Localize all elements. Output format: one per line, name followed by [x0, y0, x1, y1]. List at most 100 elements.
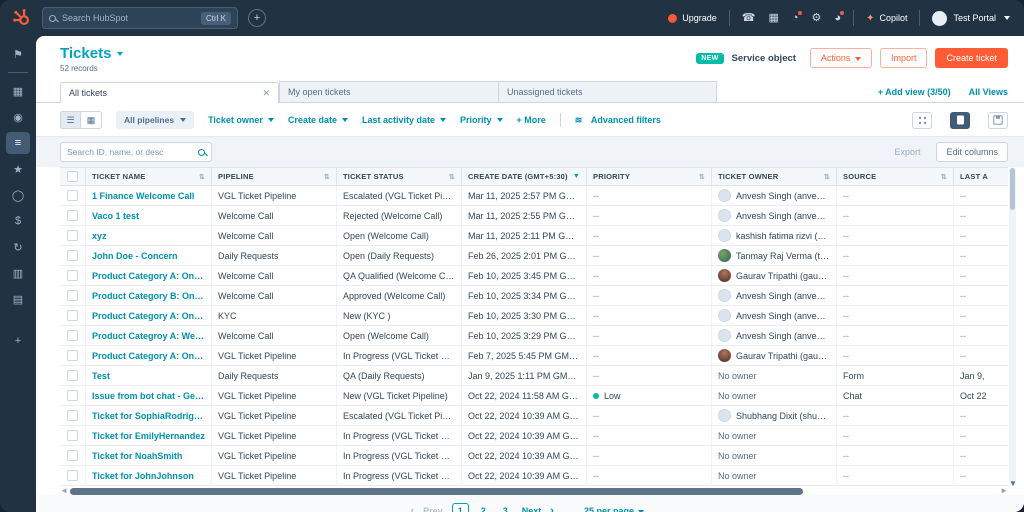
whats-new-icon[interactable]: ◔	[792, 9, 803, 24]
import-button[interactable]: Import	[879, 48, 928, 68]
view-tab-my-open-tickets[interactable]: My open tickets	[279, 81, 498, 102]
copilot-button[interactable]: ✦ Copilot	[866, 13, 907, 24]
object-type-selector[interactable]: Tickets	[60, 45, 124, 62]
table-row[interactable]: Ticket for SophiaRodriguez VGL Ticket Pi…	[60, 406, 1008, 426]
ticket-name-link[interactable]: Product Categroy A: Welco...	[92, 330, 205, 341]
ticket-name-link[interactable]: Product Category B: Onbo...	[92, 290, 205, 301]
scroll-right-arrow-icon[interactable]: ►	[1000, 486, 1008, 495]
page-button-1[interactable]: 1	[451, 503, 469, 512]
next-chevron-icon[interactable]: ›	[550, 505, 554, 512]
global-add-button[interactable]: +	[248, 9, 266, 27]
board-view-button[interactable]: ▦	[81, 111, 102, 129]
row-checkbox[interactable]	[67, 210, 78, 221]
ticket-name-link[interactable]: Vaco 1 test	[92, 210, 140, 221]
page-button-2[interactable]: 2	[480, 506, 486, 512]
select-all-checkbox[interactable]	[67, 171, 78, 182]
marketplace-icon[interactable]: ▦	[768, 11, 779, 24]
nav-commerce-icon[interactable]: $	[14, 215, 22, 227]
sort-icon[interactable]: ⇅	[448, 173, 455, 181]
scroll-left-arrow-icon[interactable]: ◄	[60, 486, 68, 495]
global-search-input[interactable]: Search HubSpot Ctrl K	[42, 7, 238, 29]
upgrade-button[interactable]: Upgrade	[668, 13, 717, 23]
table-row[interactable]: Product Category A: Onbo... Welcome Call…	[60, 266, 1008, 286]
row-checkbox[interactable]	[67, 350, 78, 361]
table-row[interactable]: Product Category A: Onbo... VGL Ticket P…	[60, 346, 1008, 366]
row-checkbox[interactable]	[67, 330, 78, 341]
column-header-ticket-owner[interactable]: TICKET OWNER ⇅	[712, 168, 837, 185]
table-row[interactable]: Ticket for EmilyHernandez VGL Ticket Pip…	[60, 426, 1008, 446]
export-button[interactable]: Export	[886, 143, 928, 161]
ticket-name-link[interactable]: xyz	[92, 230, 107, 241]
nav-bookmarks-icon[interactable]: ⚑	[13, 48, 23, 61]
row-checkbox[interactable]	[67, 310, 78, 321]
sort-icon[interactable]: ⇅	[823, 173, 830, 181]
ticket-name-link[interactable]: Ticket for EmilyHernandez	[92, 430, 205, 441]
ticket-name-link[interactable]: Product Category A: Onbo...	[92, 350, 205, 361]
view-tab-all-tickets[interactable]: All tickets ✕	[60, 82, 279, 103]
vertical-scrollbar-thumb[interactable]	[1010, 168, 1015, 210]
filter-priority[interactable]: Priority	[460, 115, 503, 125]
column-header-ticket-name[interactable]: TICKET NAME ⇅	[86, 168, 212, 185]
prev-chevron-icon[interactable]: ‹	[410, 505, 415, 512]
row-checkbox[interactable]	[67, 230, 78, 241]
row-checkbox[interactable]	[67, 250, 78, 261]
edit-columns-button[interactable]: Edit columns	[936, 142, 1008, 162]
scroll-down-arrow-icon[interactable]: ▼	[1009, 479, 1017, 488]
ticket-name-link[interactable]: Ticket for NoahSmith	[92, 450, 183, 461]
column-header-create-date-gmt-5-30-[interactable]: CREATE DATE (GMT+5:30) ▼	[462, 168, 587, 185]
table-row[interactable]: Product Categroy A: Welco... Welcome Cal…	[60, 326, 1008, 346]
settings-icon[interactable]: ⚙	[811, 11, 822, 24]
row-checkbox[interactable]	[67, 430, 78, 441]
column-header-pipeline[interactable]: PIPELINE ⇅	[212, 168, 337, 185]
actions-button[interactable]: Actions	[809, 48, 872, 68]
per-page-select[interactable]: 25 per page	[579, 504, 650, 512]
pipeline-select[interactable]: All pipelines	[116, 111, 195, 129]
column-header-last-a[interactable]: LAST A	[960, 172, 989, 181]
account-menu[interactable]: Test Portal	[932, 10, 1010, 26]
ticket-name-link[interactable]: Product Category A: Onbo...	[92, 310, 205, 321]
notifications-icon[interactable]: ◕	[834, 9, 846, 24]
sort-icon[interactable]: ▼	[572, 173, 580, 180]
card-view-button[interactable]	[950, 111, 970, 129]
sort-icon[interactable]: ⇅	[698, 173, 705, 181]
row-checkbox[interactable]	[67, 370, 78, 381]
nav-marketing-icon[interactable]: ★	[13, 163, 23, 176]
nav-add-icon[interactable]: +	[14, 335, 22, 347]
nav-automations-icon[interactable]: ↻	[13, 241, 23, 254]
calling-icon[interactable]: ☎	[741, 11, 756, 24]
table-row[interactable]: Ticket for JohnJohnson VGL Ticket Pipeli…	[60, 466, 1008, 486]
table-row[interactable]: Ticket for NoahSmith VGL Ticket Pipeline…	[60, 446, 1008, 466]
table-row[interactable]: John Doe - Concern Daily Requests Open (…	[60, 246, 1008, 266]
nav-crm-icon[interactable]: ◉	[13, 111, 23, 124]
ticket-name-link[interactable]: 1 Finance Welcome Call	[92, 190, 195, 201]
next-page-button[interactable]: Next	[521, 506, 542, 512]
view-options-button[interactable]	[912, 111, 932, 129]
view-tab-unassigned-tickets[interactable]: Unassigned tickets	[498, 81, 717, 102]
filter-last-activity-date[interactable]: Last activity date	[362, 115, 446, 125]
create-ticket-button[interactable]: Create ticket	[935, 48, 1008, 68]
column-header-ticket-status[interactable]: TICKET STATUS ⇅	[337, 168, 462, 185]
table-search-input[interactable]: Search ID, name, or desc	[60, 142, 212, 162]
table-row[interactable]: Product Category B: Onbo... Welcome Call…	[60, 286, 1008, 306]
page-button-3[interactable]: 3	[502, 506, 508, 512]
close-icon[interactable]: ✕	[262, 87, 270, 98]
ticket-name-link[interactable]: Product Category A: Onbo...	[92, 270, 205, 281]
save-view-button[interactable]	[988, 111, 1008, 129]
ticket-name-link[interactable]: John Doe - Concern	[92, 250, 178, 261]
row-checkbox[interactable]	[67, 410, 78, 421]
sort-icon[interactable]: ⇅	[198, 173, 205, 181]
row-checkbox[interactable]	[67, 390, 78, 401]
filter-create-date[interactable]: Create date	[288, 115, 348, 125]
add-view-link[interactable]: + Add view (3/50)	[877, 87, 951, 97]
ticket-name-link[interactable]: Issue from bot chat - Gene...	[92, 390, 205, 401]
row-checkbox[interactable]	[67, 470, 78, 481]
table-row[interactable]: 1 Finance Welcome Call VGL Ticket Pipeli…	[60, 186, 1008, 206]
sort-icon[interactable]: ⇅	[323, 173, 330, 181]
table-row[interactable]: Vaco 1 test Welcome Call Rejected (Welco…	[60, 206, 1008, 226]
column-header-source[interactable]: SOURCE ⇅	[837, 168, 954, 185]
row-checkbox[interactable]	[67, 190, 78, 201]
prev-page-button[interactable]: Prev	[423, 506, 443, 512]
ticket-name-link[interactable]: Ticket for SophiaRodriguez	[92, 410, 205, 421]
hubspot-logo-icon[interactable]	[12, 8, 32, 28]
ticket-name-link[interactable]: Ticket for JohnJohnson	[92, 470, 194, 481]
